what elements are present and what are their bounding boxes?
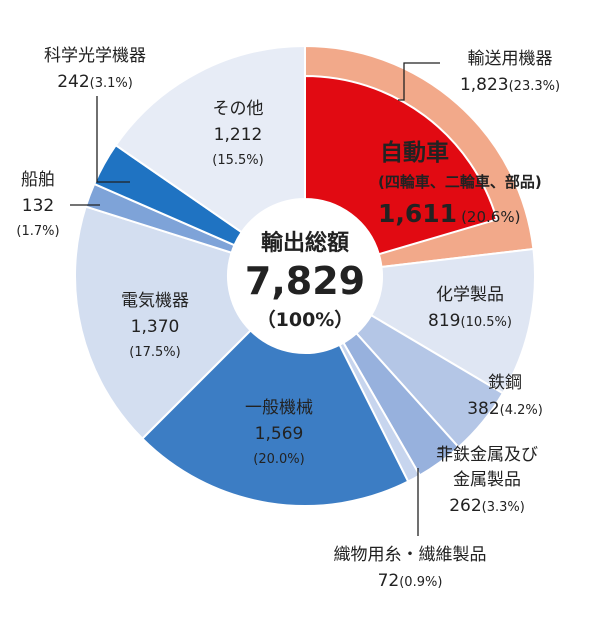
leader-optical bbox=[96, 96, 130, 183]
slice-9-pct: (15.5%) bbox=[212, 153, 263, 168]
center-hole bbox=[228, 199, 382, 353]
sub-slice-note: (四輪車、二輪車、部品) bbox=[378, 173, 542, 191]
slice-3-name-line2: 金属製品 bbox=[453, 470, 521, 490]
slice-9-name: その他 bbox=[213, 99, 264, 119]
slice-7-pct: (1.7%) bbox=[16, 224, 59, 239]
slice-9-value: 1,212 bbox=[214, 125, 263, 145]
slice-6-value: 1,370 bbox=[131, 317, 180, 337]
center-total: 7,829 bbox=[245, 259, 365, 303]
slice-6-name: 電気機器 bbox=[121, 291, 189, 311]
slice-1-value-pct: 819(10.5%) bbox=[428, 311, 512, 331]
slice-0-name: 輸送用機器 bbox=[468, 49, 553, 69]
slice-6-pct: (17.5%) bbox=[129, 345, 180, 360]
center-label: 輸出総額 7,829 （100%） bbox=[245, 230, 365, 331]
slice-7-name: 船舶 bbox=[21, 170, 55, 190]
center-title: 輸出総額 bbox=[261, 230, 349, 256]
slice-2-value-pct: 382(4.2%) bbox=[467, 399, 543, 419]
slice-8-value-pct: 242(3.1%) bbox=[57, 72, 133, 92]
leader-lines bbox=[70, 62, 446, 536]
sub-slice-name: 自動車 bbox=[380, 139, 449, 166]
slice-2-name: 鉄鋼 bbox=[488, 373, 522, 393]
leader-transport bbox=[398, 62, 440, 101]
slice-labels: 輸送用機器 1,823(23.3%) 化学製品 819(10.5%) 鉄鋼 382(4.2… bbox=[16, 46, 560, 591]
slice-5-pct: (20.0%) bbox=[253, 452, 304, 467]
slice-0-value-pct: 1,823(23.3%) bbox=[460, 75, 560, 95]
slice-3-value-pct: 262(3.3%) bbox=[449, 496, 525, 516]
slice-7-value: 132 bbox=[22, 196, 54, 216]
slice-8-name: 科学光学機器 bbox=[44, 46, 146, 66]
sub-slice-value-pct: 1,611 (20.6%) bbox=[378, 199, 520, 228]
center-percent: （100%） bbox=[257, 308, 354, 331]
slice-5-value: 1,569 bbox=[255, 424, 304, 444]
slice-4-value-pct: 72(0.9%) bbox=[378, 571, 443, 591]
slice-4-name: 織物用糸・繊維製品 bbox=[334, 545, 487, 565]
slice-5-name: 一般機械 bbox=[245, 398, 313, 418]
pie-slices bbox=[74, 44, 536, 507]
slice-3-name-line1: 非鉄金属及び bbox=[436, 445, 538, 465]
slice-1-name: 化学製品 bbox=[436, 285, 504, 305]
